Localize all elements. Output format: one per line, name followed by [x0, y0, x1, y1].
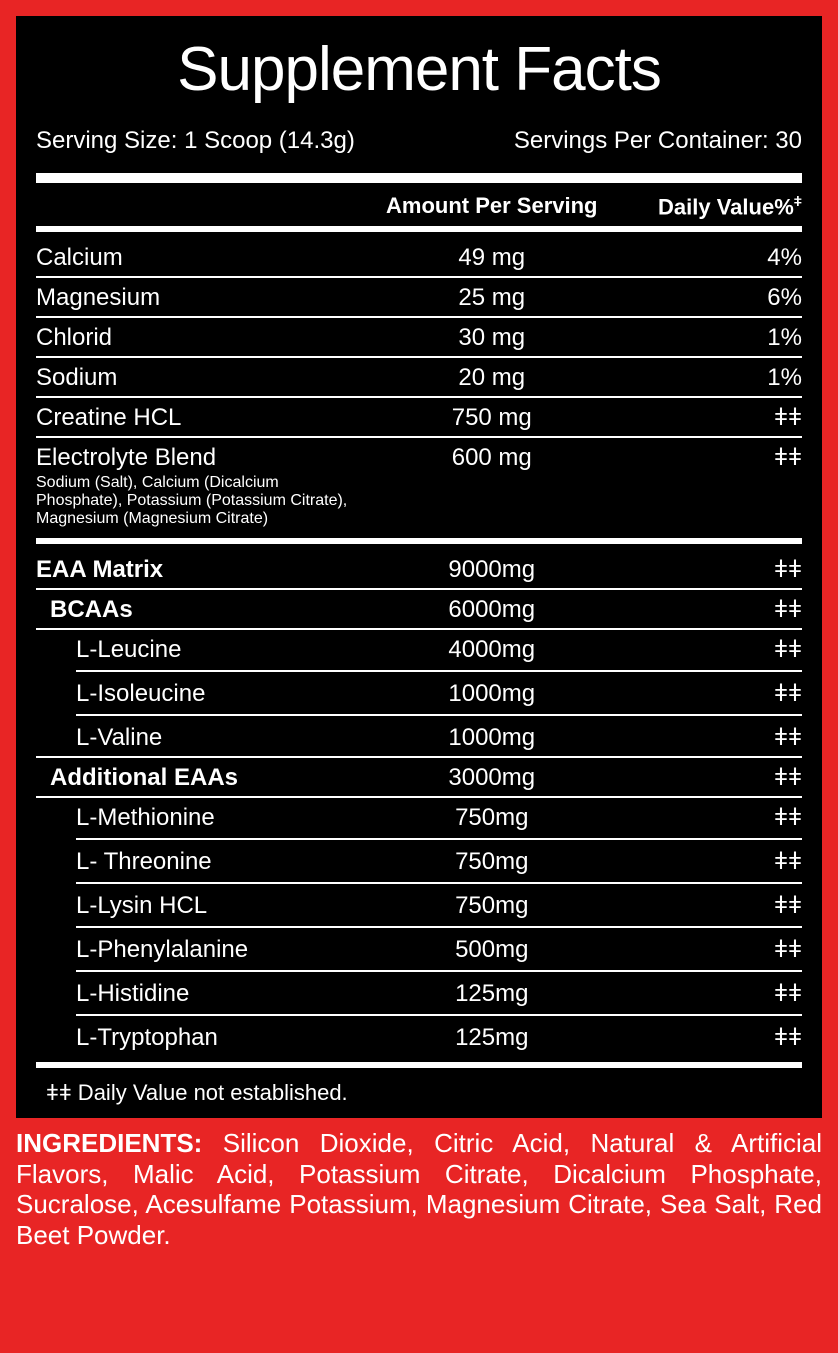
- table-row: L-Methionine750mgǂǂ: [36, 796, 802, 836]
- electrolyte-sublabel: Sodium (Salt), Calcium (Dicalcium Phosph…: [36, 474, 365, 528]
- additional-eaas-header-row: Additional EAAs 3000mg ǂǂ: [36, 756, 802, 796]
- table-row: L-Phenylalanine500mgǂǂ: [36, 930, 802, 968]
- row-name: Electrolyte Blend Sodium (Salt), Calcium…: [36, 444, 365, 528]
- column-headers: Amount Per Serving Daily Value%ǂ: [36, 193, 802, 220]
- header-dv: Daily Value%ǂ: [618, 193, 802, 220]
- row-amount: 1000mg: [365, 680, 618, 708]
- row-name: L-Methionine: [36, 804, 365, 832]
- panel-title: Supplement Facts: [36, 34, 802, 105]
- row-amount: 49 mg: [365, 244, 618, 272]
- ingredients-label: INGREDIENTS:: [16, 1128, 202, 1158]
- med-rule: [36, 226, 802, 232]
- row-dv: ǂǂ: [618, 556, 802, 584]
- row-dv: ǂǂ: [618, 724, 802, 752]
- row-name: L-Lysin HCL: [36, 892, 365, 920]
- table-row: L-Valine1000mgǂǂ: [36, 718, 802, 756]
- row-name: Creatine HCL: [36, 404, 365, 432]
- row-amount: 6000mg: [365, 596, 618, 624]
- row-name: L-Phenylalanine: [36, 936, 365, 964]
- row-dv: ǂǂ: [618, 1024, 802, 1052]
- row-amount: 20 mg: [365, 364, 618, 392]
- row-amount: 3000mg: [365, 764, 618, 792]
- row-amount: 750mg: [365, 848, 618, 876]
- row-name: Calcium: [36, 244, 365, 272]
- row-dv: ǂǂ: [618, 596, 802, 624]
- row-dv: ǂǂ: [618, 980, 802, 1008]
- row-amount: 30 mg: [365, 324, 618, 352]
- table-row: L-Histidine125mgǂǂ: [36, 974, 802, 1012]
- servings-per-container: Servings Per Container: 30: [514, 127, 802, 155]
- med-rule: [36, 538, 802, 544]
- table-row: L-Lysin HCL750mgǂǂ: [36, 886, 802, 924]
- additional-eaa-items: L-Methionine750mgǂǂL- Threonine750mgǂǂL-…: [36, 796, 802, 1056]
- row-dv: ǂǂ: [618, 764, 802, 792]
- row-amount: 1000mg: [365, 724, 618, 752]
- thin-rule: [76, 882, 802, 884]
- row-name: L-Valine: [36, 724, 365, 752]
- row-name: EAA Matrix: [36, 556, 365, 584]
- thin-rule: [76, 838, 802, 840]
- row-name: L-Isoleucine: [36, 680, 365, 708]
- row-name: Additional EAAs: [36, 764, 365, 792]
- row-amount: 500mg: [365, 936, 618, 964]
- table-row: L-Leucine4000mgǂǂ: [36, 628, 802, 668]
- row-name: Chlorid: [36, 324, 365, 352]
- row-dv: 1%: [618, 324, 802, 352]
- table-row: Calcium49 mg4%: [36, 238, 802, 276]
- thin-rule: [76, 1014, 802, 1016]
- row-dv: ǂǂ: [618, 680, 802, 708]
- row-amount: 25 mg: [365, 284, 618, 312]
- row-name: L-Leucine: [36, 636, 365, 664]
- row-amount: 125mg: [365, 980, 618, 1008]
- row-dv: ǂǂ: [618, 804, 802, 832]
- row-dv: 4%: [618, 244, 802, 272]
- serving-size: Serving Size: 1 Scoop (14.3g): [36, 127, 355, 155]
- facts-panel: Supplement Facts Serving Size: 1 Scoop (…: [16, 16, 822, 1118]
- bcaas-header-row: BCAAs 6000mg ǂǂ: [36, 588, 802, 628]
- row-name: Magnesium: [36, 284, 365, 312]
- creatine-row: Creatine HCL 750 mg ǂǂ: [36, 396, 802, 436]
- row-dv: ǂǂ: [618, 848, 802, 876]
- header-amount: Amount Per Serving: [365, 193, 618, 220]
- row-amount: 600 mg: [365, 444, 618, 472]
- row-amount: 750mg: [365, 892, 618, 920]
- row-amount: 9000mg: [365, 556, 618, 584]
- row-dv: 6%: [618, 284, 802, 312]
- table-row: L-Tryptophan125mgǂǂ: [36, 1018, 802, 1056]
- serving-row: Serving Size: 1 Scoop (14.3g) Servings P…: [36, 127, 802, 155]
- minerals-section: Calcium49 mg4%Magnesium25 mg6%Chlorid30 …: [36, 238, 802, 396]
- table-row: L- Threonine750mgǂǂ: [36, 842, 802, 880]
- electrolyte-row: Electrolyte Blend Sodium (Salt), Calcium…: [36, 436, 802, 532]
- row-dv: ǂǂ: [618, 936, 802, 964]
- table-row: Magnesium25 mg6%: [36, 276, 802, 316]
- footnote: ǂǂ Daily Value not established.: [36, 1074, 802, 1106]
- row-name: L-Tryptophan: [36, 1024, 365, 1052]
- header-blank: [36, 193, 365, 220]
- thin-rule: [76, 926, 802, 928]
- ingredients-block: INGREDIENTS: Silicon Dioxide, Citric Aci…: [16, 1128, 822, 1251]
- row-amount: 750mg: [365, 804, 618, 832]
- thin-rule: [76, 970, 802, 972]
- row-dv: ǂǂ: [618, 404, 802, 432]
- row-name: L- Threonine: [36, 848, 365, 876]
- row-dv: 1%: [618, 364, 802, 392]
- eaa-matrix-row: EAA Matrix 9000mg ǂǂ: [36, 550, 802, 588]
- row-amount: 125mg: [365, 1024, 618, 1052]
- row-amount: 750 mg: [365, 404, 618, 432]
- row-name: BCAAs: [36, 596, 365, 624]
- thin-rule: [76, 670, 802, 672]
- row-amount: 4000mg: [365, 636, 618, 664]
- row-dv: ǂǂ: [618, 636, 802, 664]
- row-name: L-Histidine: [36, 980, 365, 1008]
- row-dv: ǂǂ: [618, 892, 802, 920]
- table-row: L-Isoleucine1000mgǂǂ: [36, 674, 802, 712]
- med-rule: [36, 1062, 802, 1068]
- table-row: Sodium20 mg1%: [36, 356, 802, 396]
- row-dv: ǂǂ: [618, 444, 802, 472]
- bcaa-items: L-Leucine4000mgǂǂL-Isoleucine1000mgǂǂL-V…: [36, 628, 802, 756]
- table-row: Chlorid30 mg1%: [36, 316, 802, 356]
- thin-rule: [76, 714, 802, 716]
- row-name: Sodium: [36, 364, 365, 392]
- thick-rule: [36, 173, 802, 183]
